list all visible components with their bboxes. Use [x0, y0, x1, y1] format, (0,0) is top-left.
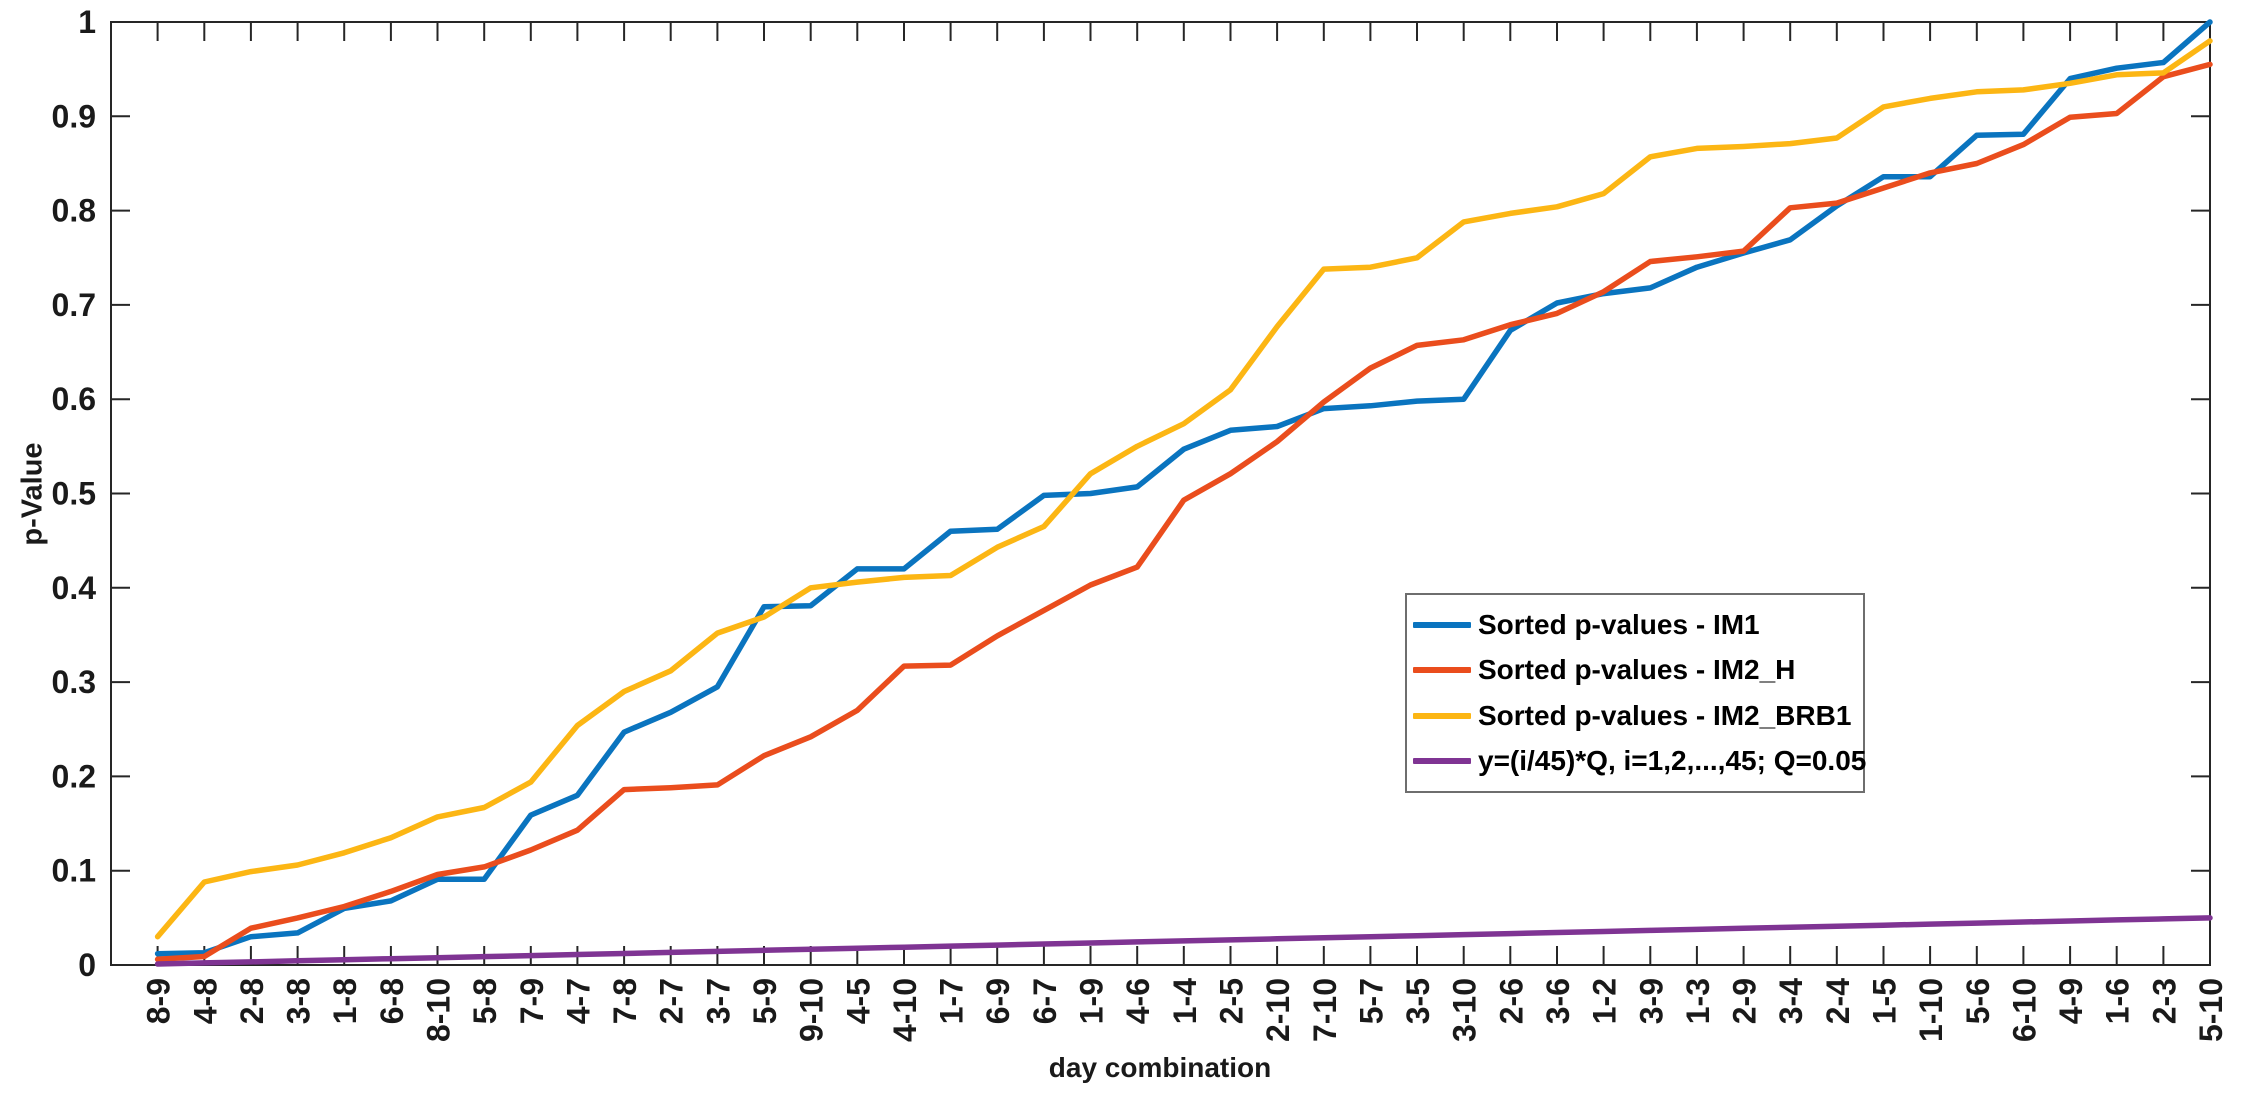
legend-swatch-im2brb1	[1413, 712, 1471, 719]
y-tick-label: 0.5	[52, 476, 96, 512]
x-tick-label: 5-9	[747, 978, 783, 1024]
x-tick-label: 1-2	[1587, 978, 1623, 1024]
x-tick-label: 1-9	[1074, 978, 1110, 1024]
y-tick-label: 0.4	[52, 570, 97, 606]
x-tick-label: 1-7	[934, 978, 970, 1024]
x-tick-label: 1-10	[1913, 978, 1949, 1042]
y-axis-title: p-Value	[16, 442, 49, 546]
x-tick-label: 1-4	[1167, 978, 1203, 1024]
legend-label-reference: y=(i/45)*Q, i=1,2,...,45; Q=0.05	[1478, 745, 1867, 777]
y-tick-label: 0.8	[52, 193, 96, 229]
x-tick-label: 4-10	[887, 978, 923, 1042]
x-tick-label: 9-10	[794, 978, 830, 1042]
x-tick-label: 1-6	[2100, 978, 2136, 1024]
x-tick-label: 8-9	[141, 978, 177, 1024]
x-tick-label: 3-10	[1447, 978, 1483, 1042]
y-tick-label: 0.3	[52, 664, 96, 700]
x-tick-label: 7-9	[514, 978, 550, 1024]
x-tick-label: 1-8	[327, 978, 363, 1024]
y-tick-label: 0.9	[52, 98, 96, 134]
x-tick-label: 4-5	[840, 978, 876, 1024]
series-line-0	[154, 19, 2213, 957]
x-tick-label: 2-7	[654, 978, 690, 1024]
y-tick-label: 0.7	[52, 287, 96, 323]
x-tick-label: 3-6	[1540, 978, 1576, 1024]
x-tick-label: 3-8	[281, 978, 317, 1024]
x-tick-label: 2-6	[1493, 978, 1529, 1024]
x-tick-label: 1-3	[1680, 978, 1716, 1024]
legend-label-im2brb1: Sorted p-values - IM2_BRB1	[1478, 699, 1852, 731]
x-tick-label: 5-6	[1960, 978, 1996, 1024]
x-tick-label: 2-8	[234, 978, 270, 1024]
x-tick-label: 6-7	[1027, 978, 1063, 1024]
legend-label-im2h: Sorted p-values - IM2_H	[1478, 654, 1796, 686]
legend-item-reference: y=(i/45)*Q, i=1,2,...,45; Q=0.05	[1413, 745, 1867, 777]
x-tick-label: 3-9	[1633, 978, 1669, 1024]
series-line-3	[154, 915, 2213, 967]
x-tick-label: 7-8	[607, 978, 643, 1024]
legend: Sorted p-values - IM1 Sorted p-values - …	[1405, 593, 1867, 793]
legend-item-im2h: Sorted p-values - IM2_H	[1413, 654, 1863, 686]
legend-swatch-reference	[1413, 758, 1471, 765]
x-tick-label: 1-5	[1867, 978, 1903, 1024]
y-tick-label: 1	[78, 4, 96, 40]
y-tick-label: 0.6	[52, 381, 96, 417]
x-tick-label: 5-7	[1353, 978, 1389, 1024]
x-tick-label: 6-9	[980, 978, 1016, 1024]
x-tick-label: 2-5	[1214, 978, 1250, 1024]
x-tick-label: 6-8	[374, 978, 410, 1024]
y-tick-label: 0.1	[52, 853, 96, 889]
x-tick-label: 3-4	[1773, 978, 1809, 1024]
x-tick-label: 3-5	[1400, 978, 1436, 1024]
x-tick-label: 4-9	[2053, 978, 2089, 1024]
x-tick-label: 2-4	[1820, 978, 1856, 1024]
x-tick-label: 2-10	[1260, 978, 1296, 1042]
legend-swatch-im1	[1413, 621, 1471, 628]
x-axis-title: day combination	[1048, 1052, 1272, 1083]
x-tick-label: 3-7	[700, 978, 736, 1024]
series-line-2	[154, 38, 2213, 940]
legend-label-im1: Sorted p-values - IM1	[1478, 608, 1760, 640]
y-tick-label: 0.2	[52, 758, 96, 794]
x-tick-label: 5-8	[467, 978, 503, 1024]
x-tick-label: 4-8	[187, 978, 223, 1024]
x-tick-label: 2-9	[1727, 978, 1763, 1024]
series-line-1	[154, 61, 2213, 963]
legend-item-im2brb1: Sorted p-values - IM2_BRB1	[1413, 700, 1863, 732]
x-tick-label: 6-10	[2006, 978, 2042, 1042]
x-tick-label: 7-10	[1307, 978, 1343, 1042]
y-tick-label: 0	[78, 947, 96, 983]
x-tick-label: 4-6	[1120, 978, 1156, 1024]
legend-swatch-im2h	[1413, 667, 1471, 674]
x-tick-label: 5-10	[2193, 978, 2229, 1042]
x-tick-label: 8-10	[421, 978, 457, 1042]
legend-item-im1: Sorted p-values - IM1	[1413, 609, 1863, 641]
x-tick-label: 4-7	[560, 978, 596, 1024]
x-tick-label: 2-3	[2146, 978, 2182, 1024]
